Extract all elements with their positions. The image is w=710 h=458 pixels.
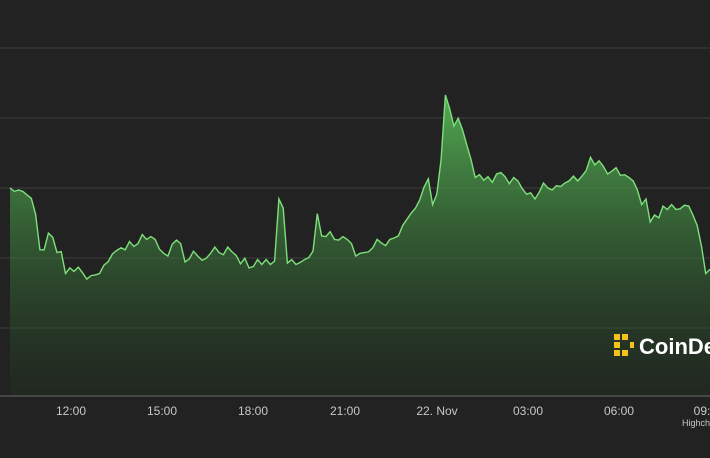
coindesk-logo-icon [614,334,634,356]
x-axis-ticks: 12:00 15:00 18:00 21:00 22. Nov 03:00 06:00 09: [56,404,710,418]
x-tick-label: 09: [694,404,710,418]
x-tick-label: 12:00 [56,404,86,418]
coindesk-watermark: CoinDe [614,334,710,359]
price-line [9,94,710,281]
x-tick-label: 06:00 [604,404,634,418]
price-area [10,95,710,396]
chart-credit[interactable]: Highch [682,418,710,428]
watermark-text: CoinDe [639,334,710,359]
x-tick-label: 03:00 [513,404,543,418]
x-tick-label: 15:00 [147,404,177,418]
x-tick-label: 22. Nov [416,404,457,418]
x-tick-label: 21:00 [330,404,360,418]
x-tick-label: 18:00 [238,404,268,418]
